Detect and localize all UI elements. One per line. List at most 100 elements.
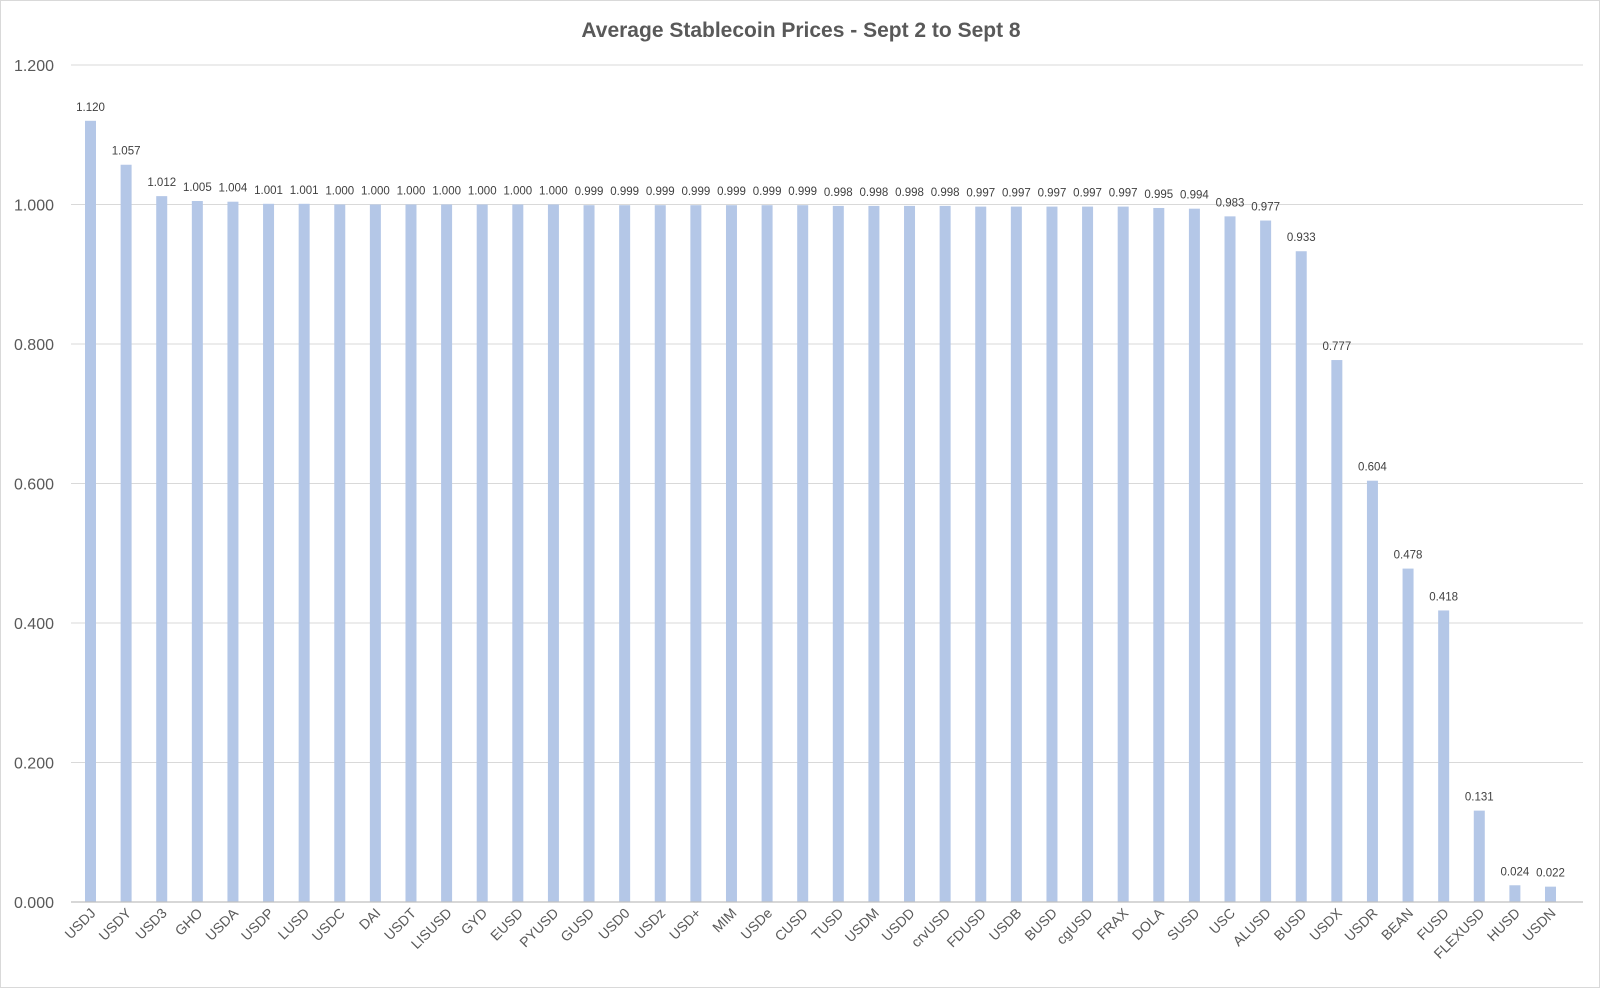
x-tick-label: GUSD bbox=[557, 905, 597, 945]
x-tick-label: USD3 bbox=[132, 905, 170, 943]
bar bbox=[1438, 610, 1450, 902]
x-tick-label: BUSD bbox=[1271, 905, 1310, 944]
x-tick-label: MIM bbox=[709, 905, 740, 936]
data-label: 0.999 bbox=[646, 186, 675, 198]
data-label: 0.983 bbox=[1216, 197, 1245, 209]
bar bbox=[904, 205, 916, 902]
data-label: 1.000 bbox=[432, 186, 461, 198]
bar bbox=[1117, 206, 1129, 902]
bar bbox=[797, 205, 809, 902]
data-label: 1.000 bbox=[361, 186, 390, 198]
y-tick-label: 0.600 bbox=[14, 477, 54, 494]
data-label: 0.999 bbox=[717, 186, 746, 198]
data-label: 1.000 bbox=[397, 186, 426, 198]
data-label: 0.999 bbox=[753, 186, 782, 198]
x-tick-label: TUSD bbox=[808, 905, 846, 943]
data-label: 0.997 bbox=[1073, 188, 1102, 200]
x-tick-label: GYD bbox=[458, 905, 491, 938]
bar bbox=[761, 205, 773, 902]
data-label: 1.005 bbox=[183, 182, 212, 194]
data-label: 1.000 bbox=[539, 186, 568, 198]
bar bbox=[1260, 220, 1272, 903]
bar bbox=[405, 204, 417, 902]
bar bbox=[1545, 886, 1556, 902]
bar bbox=[690, 205, 702, 902]
x-tick-label: USD0 bbox=[595, 905, 633, 943]
x-tick-label: USDX bbox=[1306, 904, 1345, 943]
x-tick-label: CUSD bbox=[771, 905, 810, 944]
data-label: 0.999 bbox=[681, 186, 710, 198]
data-label: 0.131 bbox=[1465, 792, 1494, 804]
data-label: 0.997 bbox=[1002, 188, 1031, 200]
bar bbox=[654, 205, 666, 902]
data-label: 0.933 bbox=[1287, 232, 1316, 244]
bar bbox=[120, 164, 132, 902]
bar bbox=[227, 201, 239, 902]
bar bbox=[476, 204, 488, 902]
bar bbox=[1509, 885, 1521, 902]
x-tick-label: DAI bbox=[356, 905, 384, 933]
data-label: 0.604 bbox=[1358, 462, 1387, 474]
bar bbox=[868, 205, 880, 902]
y-tick-label: 1.200 bbox=[14, 58, 54, 75]
x-tick-label: USDM bbox=[842, 905, 882, 945]
data-label: 1.001 bbox=[254, 185, 283, 197]
data-label: 0.997 bbox=[1038, 188, 1067, 200]
bar bbox=[1295, 251, 1307, 903]
bar bbox=[298, 203, 310, 903]
data-label: 0.997 bbox=[966, 188, 995, 200]
x-tick-label: USDB bbox=[986, 905, 1025, 944]
bar bbox=[939, 205, 951, 902]
data-label: 0.999 bbox=[610, 186, 639, 198]
bar bbox=[1366, 480, 1378, 902]
bar bbox=[369, 204, 381, 902]
y-tick-label: 0.200 bbox=[14, 756, 54, 773]
data-label: 0.994 bbox=[1180, 190, 1209, 202]
bars bbox=[85, 120, 1556, 903]
data-label: 0.999 bbox=[788, 186, 817, 198]
data-label: 1.001 bbox=[290, 185, 319, 197]
x-tick-label: USDR bbox=[1341, 905, 1380, 944]
y-axis-ticks: 0.000 0.200 0.400 0.600 0.800 1.000 1.200 bbox=[14, 58, 54, 912]
x-tick-label: USDA bbox=[202, 904, 241, 943]
bar bbox=[1188, 208, 1200, 902]
bar bbox=[191, 201, 203, 902]
data-label: 0.998 bbox=[860, 187, 889, 199]
bar bbox=[85, 120, 96, 903]
bar bbox=[263, 203, 275, 903]
x-tick-label: USDC bbox=[309, 905, 348, 944]
y-tick-label: 0.800 bbox=[14, 337, 54, 354]
bar bbox=[975, 206, 987, 902]
bar bbox=[725, 205, 737, 902]
data-label: 0.995 bbox=[1144, 189, 1173, 201]
data-label: 0.022 bbox=[1536, 868, 1565, 880]
x-tick-label: GHO bbox=[172, 905, 206, 939]
data-label: 0.478 bbox=[1394, 550, 1423, 562]
x-tick-label: USDz bbox=[631, 905, 668, 942]
data-label: 0.024 bbox=[1500, 866, 1529, 878]
bar bbox=[619, 205, 631, 902]
bar bbox=[832, 205, 844, 902]
bar bbox=[1331, 360, 1343, 903]
data-label: 0.998 bbox=[895, 187, 924, 199]
x-tick-label: USC bbox=[1206, 905, 1238, 937]
x-tick-label: cgUSD bbox=[1053, 905, 1096, 948]
x-tick-label: BEAN bbox=[1378, 905, 1416, 943]
data-label: 1.004 bbox=[219, 183, 248, 195]
data-label: 1.120 bbox=[76, 102, 105, 114]
data-label: 1.000 bbox=[503, 186, 532, 198]
data-label: 0.997 bbox=[1109, 188, 1138, 200]
bar bbox=[547, 204, 559, 902]
bar bbox=[1224, 216, 1236, 903]
y-tick-label: 0.000 bbox=[14, 895, 54, 912]
bar bbox=[1402, 568, 1414, 902]
bar bbox=[1473, 810, 1485, 902]
bar bbox=[156, 196, 168, 902]
x-tick-label: USDJ bbox=[61, 905, 98, 942]
x-tick-label: USDe bbox=[737, 905, 775, 943]
x-tick-label: crvUSD bbox=[908, 905, 953, 950]
x-tick-label: PYUSD bbox=[516, 905, 561, 950]
